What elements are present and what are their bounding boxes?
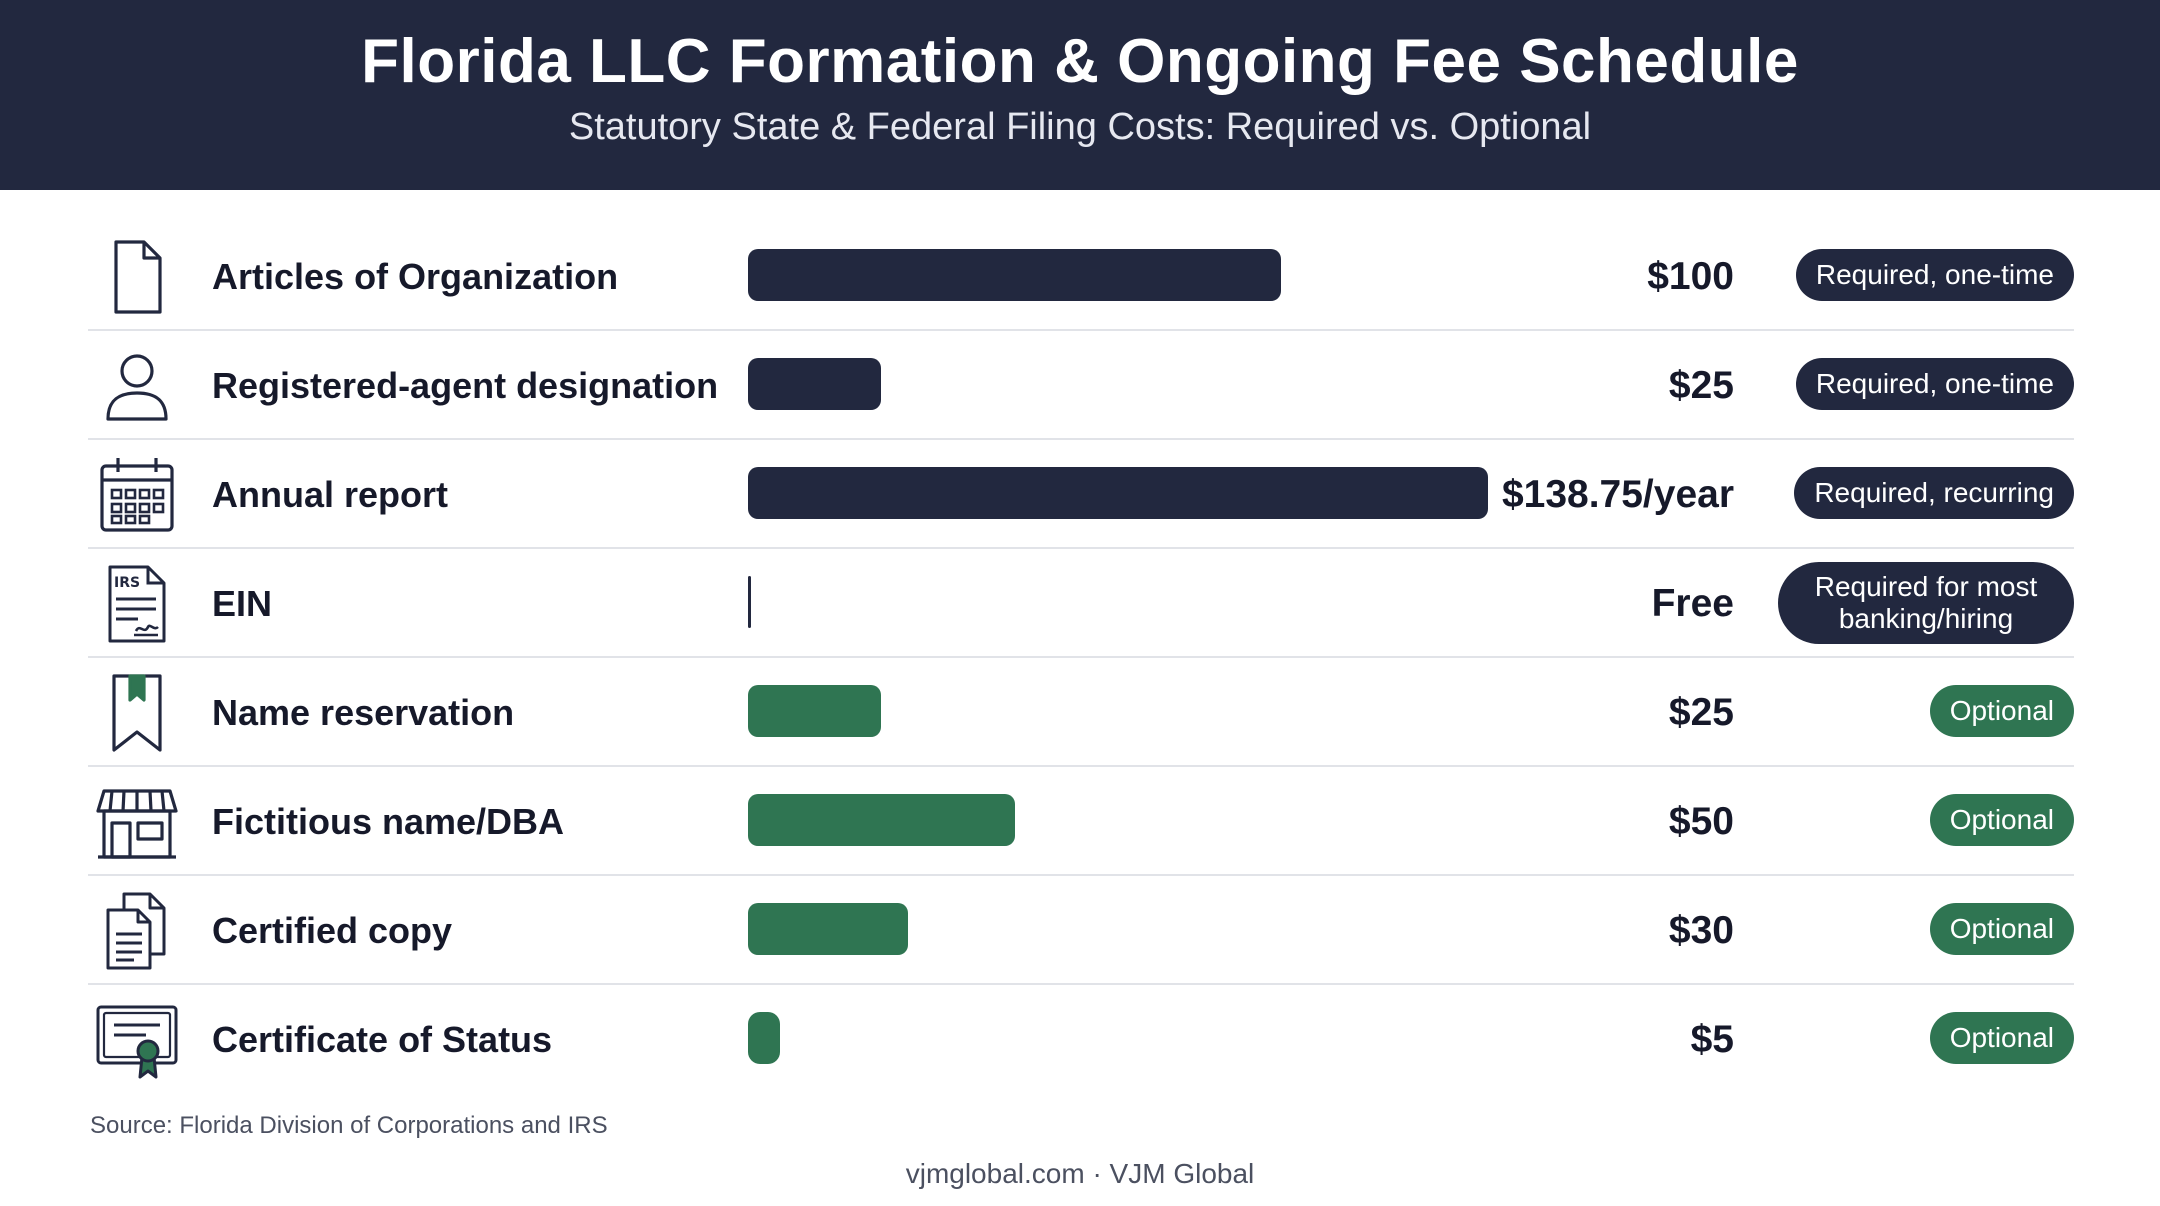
fee-value-label: $100 xyxy=(1647,255,1734,298)
document-icon xyxy=(94,234,180,320)
status-badge: Required for most banking/hiring xyxy=(1778,562,2074,644)
bar-required xyxy=(748,249,1281,301)
certificate-icon xyxy=(94,997,180,1083)
bar-required xyxy=(748,467,1488,519)
status-badge: Optional xyxy=(1929,794,2074,846)
fee-row: IRS EIN Free Required for most banking/hir… xyxy=(88,549,2074,658)
bar-track xyxy=(748,903,1488,955)
fee-label: Annual report xyxy=(212,474,449,515)
bar-track xyxy=(748,249,1488,301)
source-note: Source: Florida Division of Corporations… xyxy=(90,1112,608,1139)
fee-row: Name reservation $25 Optional xyxy=(88,658,2074,767)
bar-optional xyxy=(748,903,908,955)
fee-value-label: $5 xyxy=(1690,1018,1734,1061)
bar-track xyxy=(748,467,1488,519)
svg-text:IRS: IRS xyxy=(114,575,140,591)
fee-value-label: $138.75/year xyxy=(1501,473,1734,516)
fee-value-label: $25 xyxy=(1668,364,1734,407)
footer-credit: vjmglobal.com · VJM Global xyxy=(905,1158,1255,1189)
bar-required xyxy=(748,358,881,410)
bookmark-icon xyxy=(94,670,180,756)
status-badge: Optional xyxy=(1929,1012,2074,1064)
fee-label: Name reservation xyxy=(212,692,515,733)
status-badge: Required, recurring xyxy=(1794,467,2074,519)
status-badge: Required, one-time xyxy=(1795,249,2074,301)
status-badge: Required, one-time xyxy=(1795,358,2074,410)
fee-value-label: $50 xyxy=(1668,800,1734,843)
bar-required xyxy=(748,576,751,628)
fee-label: Certified copy xyxy=(212,910,453,951)
bar-track xyxy=(748,794,1488,846)
person-icon xyxy=(94,343,180,429)
chart-title: Florida LLC Formation & Ongoing Fee Sche… xyxy=(361,27,1799,96)
status-badge: Optional xyxy=(1929,903,2074,955)
fee-value-label: $25 xyxy=(1668,691,1734,734)
status-badge: Optional xyxy=(1929,685,2074,737)
fee-label: EIN xyxy=(212,583,273,624)
fee-row: Articles of Organization $100 Required, on… xyxy=(88,222,2074,331)
bar-track xyxy=(748,1012,1488,1064)
fee-rows: Articles of Organization $100 Required, on… xyxy=(88,222,2074,1094)
bar-track xyxy=(748,358,1488,410)
bar-optional xyxy=(748,1012,780,1064)
fee-value-label: Free xyxy=(1651,582,1734,625)
bar-track xyxy=(748,685,1488,737)
copy-documents-icon xyxy=(94,888,180,974)
fee-value-label: $30 xyxy=(1668,909,1734,952)
fee-label: Articles of Organization xyxy=(212,256,619,297)
fee-row: Annual report $138.75/year Required, recur… xyxy=(88,440,2074,549)
bar-track xyxy=(748,576,1488,628)
bar-optional xyxy=(748,685,881,737)
header-banner: Florida LLC Formation & Ongoing Fee Sche… xyxy=(0,0,2160,190)
calendar-icon xyxy=(94,452,180,538)
fee-label: Fictitious name/DBA xyxy=(212,801,565,842)
fee-row: Fictitious name/DBA $50 Optional xyxy=(88,767,2074,876)
irs-form-icon: IRS xyxy=(94,561,180,647)
fee-row: Certificate of Status $5 Optional xyxy=(88,985,2074,1094)
storefront-icon xyxy=(94,779,180,865)
fee-label: Registered-agent designation xyxy=(212,365,719,406)
chart-subtitle: Statutory State & Federal Filing Costs: … xyxy=(568,106,1592,148)
fee-row: Registered-agent designation $25 Required,… xyxy=(88,331,2074,440)
fee-row: Certified copy $30 Optional xyxy=(88,876,2074,985)
fee-label: Certificate of Status xyxy=(212,1019,553,1060)
bar-optional xyxy=(748,794,1015,846)
